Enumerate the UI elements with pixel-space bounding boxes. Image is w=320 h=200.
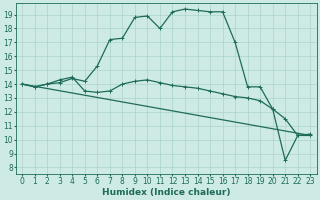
X-axis label: Humidex (Indice chaleur): Humidex (Indice chaleur) bbox=[102, 188, 230, 197]
